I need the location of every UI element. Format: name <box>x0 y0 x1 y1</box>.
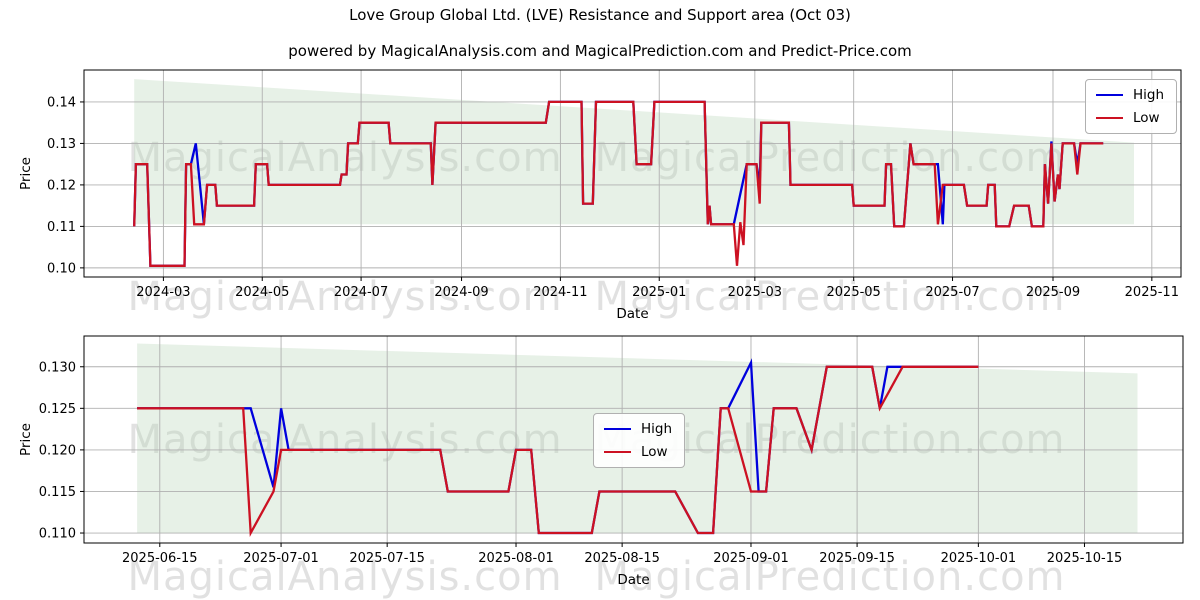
y-axis-label: Price <box>18 157 34 190</box>
watermark-analysis: MagicalAnalysis.com <box>127 274 563 320</box>
y-tick-label: 0.125 <box>39 402 76 417</box>
x-tick-label: 2025-08-01 <box>478 551 554 566</box>
watermark-prediction: MagicalPrediction.com <box>594 274 1066 320</box>
watermark-prediction: MagicalPrediction.com <box>594 554 1066 600</box>
y-axis-label: Price <box>18 423 34 456</box>
x-tick-label: 2025-07-01 <box>243 551 319 566</box>
y-tick-label: 0.120 <box>39 443 76 458</box>
plot-border <box>83 69 1182 278</box>
x-tick-label: 2025-10-15 <box>1047 551 1123 566</box>
plot-border <box>83 335 1184 544</box>
y-tick-label: 0.10 <box>47 261 76 276</box>
x-tick-label: 2024-07 <box>334 285 388 300</box>
legend-label-low: Low <box>1133 110 1160 126</box>
low-line-swatch <box>1096 117 1123 119</box>
high-line-swatch <box>604 428 631 430</box>
high-line-swatch <box>1096 94 1123 96</box>
x-tick-label: 2025-01 <box>632 285 686 300</box>
x-tick-label: 2024-09 <box>434 285 488 300</box>
legend-label-low: Low <box>641 444 668 460</box>
y-tick-label: 0.11 <box>47 220 76 235</box>
legend-label-high: High <box>1133 87 1165 103</box>
x-tick-label: 2024-05 <box>235 285 289 300</box>
x-axis-label: Date <box>617 572 649 588</box>
x-tick-label: 2025-08-15 <box>584 551 660 566</box>
y-tick-label: 0.14 <box>47 95 76 110</box>
y-tick-label: 0.12 <box>47 178 76 193</box>
legend-entry-low: Low <box>604 444 672 460</box>
x-tick-label: 2025-07-15 <box>349 551 425 566</box>
legend-entry-high: High <box>604 421 672 437</box>
x-tick-label: 2025-03 <box>728 285 782 300</box>
legend-top-chart: High Low <box>1085 79 1178 134</box>
legend-bottom-chart: High Low <box>593 413 686 468</box>
page-subtitle: powered by MagicalAnalysis.com and Magic… <box>288 42 912 60</box>
y-tick-label: 0.115 <box>39 485 76 500</box>
x-tick-label: 2025-06-15 <box>122 551 198 566</box>
legend-entry-high: High <box>1096 87 1164 103</box>
x-tick-label: 2025-09-01 <box>713 551 789 566</box>
x-tick-label: 2025-09 <box>1026 285 1080 300</box>
x-tick-label: 2024-03 <box>136 285 190 300</box>
x-tick-label: 2025-09-15 <box>819 551 895 566</box>
x-tick-label: 2025-05 <box>827 285 881 300</box>
series-line-low <box>137 365 979 538</box>
page-title: Love Group Global Ltd. (LVE) Resistance … <box>349 6 851 24</box>
watermark-prediction: MagicalPrediction.com <box>595 135 1066 181</box>
x-tick-label: 2025-11 <box>1125 285 1179 300</box>
y-tick-label: 0.110 <box>39 527 76 542</box>
x-tick-label: 2024-11 <box>533 285 587 300</box>
y-tick-label: 0.130 <box>39 360 76 375</box>
x-axis-label: Date <box>616 306 648 322</box>
y-tick-label: 0.13 <box>47 137 76 152</box>
x-tick-label: 2025-07 <box>925 285 979 300</box>
x-tick-label: 2025-10-01 <box>941 551 1017 566</box>
legend-label-high: High <box>641 421 673 437</box>
legend-entry-low: Low <box>1096 110 1164 126</box>
series-line-low <box>133 100 1104 267</box>
watermark-analysis: MagicalAnalysis.com <box>127 554 563 600</box>
watermark-analysis: MagicalAnalysis.com <box>127 417 562 463</box>
low-line-swatch <box>604 451 631 453</box>
